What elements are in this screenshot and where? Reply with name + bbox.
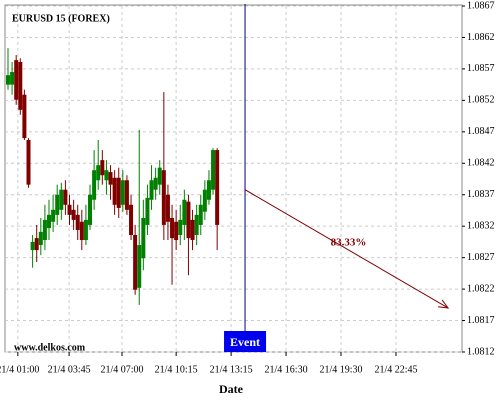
y-tick-label: 1.0822 xyxy=(467,283,495,294)
candle-body xyxy=(170,218,175,239)
x-tick-label: 21/4 16:30 xyxy=(265,364,308,375)
candle-body xyxy=(165,194,170,222)
y-tick-label: 1.0817 xyxy=(467,315,495,326)
candle-body xyxy=(161,170,166,225)
candle-body xyxy=(75,214,80,230)
y-tick-label: 1.0832 xyxy=(467,220,495,231)
candle-body xyxy=(30,241,35,251)
y-tick-label: 1.0862 xyxy=(467,32,495,43)
candle-body xyxy=(129,204,134,235)
candle-body xyxy=(104,170,109,181)
y-tick-label: 1.0857 xyxy=(467,63,495,74)
candle-body xyxy=(100,160,105,176)
candle-body xyxy=(153,177,158,190)
arrow-label: 83.33% xyxy=(331,236,367,248)
candle-body xyxy=(5,75,10,85)
candle-body xyxy=(186,201,191,239)
candle-body xyxy=(206,180,211,200)
candle-body xyxy=(67,204,72,215)
x-tick-label: 21/4 13:15 xyxy=(210,364,253,375)
candle-body xyxy=(55,194,60,215)
candle-body xyxy=(96,165,101,181)
candle-body xyxy=(194,214,199,235)
candle-body xyxy=(215,150,220,225)
candle-body xyxy=(202,189,207,212)
candle-body xyxy=(59,189,64,210)
y-tick-label: 1.0827 xyxy=(467,252,495,263)
event-label: Event xyxy=(230,335,260,349)
forecast-arrow xyxy=(244,189,449,309)
x-tick-label: 21/4 01:00 xyxy=(0,364,39,375)
plot-area xyxy=(4,4,463,353)
x-tick-label: 21/4 07:00 xyxy=(100,364,143,375)
event-box xyxy=(224,331,267,352)
candle-body xyxy=(63,189,68,205)
arrow-head xyxy=(438,299,450,309)
x-tick-label: 21/4 10:15 xyxy=(155,364,198,375)
candle-body xyxy=(137,245,142,288)
candle-body xyxy=(51,209,56,222)
candle-body xyxy=(34,238,39,251)
candle-body xyxy=(108,172,113,185)
candle-body xyxy=(38,231,43,246)
x-tick-label: 21/4 03:45 xyxy=(48,364,91,375)
candle-body xyxy=(26,139,31,185)
chart-title: EURUSD 15 (FOREX) xyxy=(12,13,110,24)
candle-body xyxy=(120,180,125,205)
candle-body xyxy=(133,234,138,290)
candle-body xyxy=(14,60,19,100)
y-tick-label: 1.0852 xyxy=(467,95,495,106)
x-tick-label: 21/4 19:30 xyxy=(319,364,362,375)
y-tick-label: 1.0837 xyxy=(467,189,495,200)
candle-body xyxy=(157,167,162,185)
candle-body xyxy=(92,170,97,200)
y-tick-label: 1.0842 xyxy=(467,158,495,169)
source-label: www.delkos.com xyxy=(14,342,86,353)
y-tick-label: 1.0847 xyxy=(467,126,495,137)
candle-body xyxy=(141,218,146,259)
candle-body xyxy=(83,219,88,241)
candle-body xyxy=(145,197,150,225)
candle-body xyxy=(71,209,76,220)
candle-body xyxy=(211,150,216,190)
x-axis-label: Date xyxy=(219,382,244,396)
candle-body xyxy=(47,214,52,229)
candle-body xyxy=(174,221,179,241)
candle-body xyxy=(198,204,203,225)
candle-body xyxy=(112,177,117,205)
candle-body xyxy=(149,180,154,200)
candle-body xyxy=(190,219,195,241)
candle-body xyxy=(178,219,183,235)
candle-body xyxy=(88,194,93,225)
candle-body xyxy=(116,177,121,208)
y-tick-label: 1.0812 xyxy=(467,346,495,357)
y-tick-label: 1.0867 xyxy=(467,0,495,11)
candle-body xyxy=(22,94,27,139)
candle-body xyxy=(42,219,47,241)
candle-body xyxy=(182,199,187,225)
candle-body xyxy=(79,221,84,241)
x-tick-label: 21/4 22:45 xyxy=(374,364,417,375)
candle-body xyxy=(10,72,15,85)
candle-body xyxy=(18,61,23,110)
candle-body xyxy=(124,180,129,210)
